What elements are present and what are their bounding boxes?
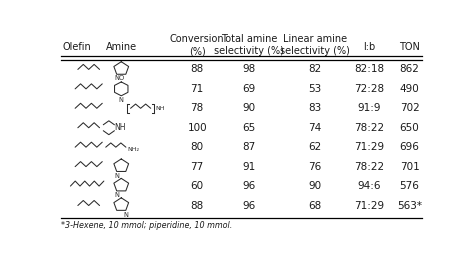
Text: 696: 696 (400, 142, 419, 152)
Text: *3-Hexene, 10 mmol; piperidine, 10 mmol.: *3-Hexene, 10 mmol; piperidine, 10 mmol. (61, 221, 232, 230)
Text: 90: 90 (309, 181, 321, 191)
Text: 94:6: 94:6 (357, 181, 381, 191)
Text: 83: 83 (309, 103, 322, 113)
Text: 78:22: 78:22 (354, 162, 384, 172)
Text: 60: 60 (191, 181, 204, 191)
Text: 862: 862 (400, 64, 419, 74)
Text: 96: 96 (243, 181, 256, 191)
Text: O: O (118, 75, 124, 81)
Text: 82: 82 (309, 64, 322, 74)
Text: 98: 98 (243, 64, 256, 74)
Text: TON: TON (399, 42, 420, 51)
Text: 65: 65 (243, 123, 256, 133)
Text: 91: 91 (243, 162, 256, 172)
Text: 72:28: 72:28 (354, 84, 384, 94)
Text: 80: 80 (191, 142, 204, 152)
Text: 68: 68 (309, 200, 322, 211)
Text: N: N (114, 173, 119, 179)
Text: NH₂: NH₂ (128, 147, 139, 152)
Text: 71: 71 (191, 84, 204, 94)
Text: 77: 77 (191, 162, 204, 172)
Text: 701: 701 (400, 162, 419, 172)
Text: Linear amine
selectivity (%): Linear amine selectivity (%) (280, 34, 350, 56)
Text: 87: 87 (243, 142, 256, 152)
Text: 100: 100 (187, 123, 207, 133)
Text: 82:18: 82:18 (354, 64, 384, 74)
Text: Amine: Amine (106, 42, 137, 51)
Text: 53: 53 (309, 84, 322, 94)
Text: 69: 69 (243, 84, 256, 94)
Text: 71:29: 71:29 (354, 200, 384, 211)
Text: 650: 650 (400, 123, 419, 133)
Text: 702: 702 (400, 103, 419, 113)
Text: 96: 96 (243, 200, 256, 211)
Text: N: N (119, 97, 124, 103)
Text: 62: 62 (309, 142, 322, 152)
Text: 88: 88 (191, 64, 204, 74)
Text: NH: NH (114, 123, 126, 132)
Text: 90: 90 (243, 103, 255, 113)
Text: 490: 490 (400, 84, 419, 94)
Text: 563*: 563* (397, 200, 422, 211)
Text: Olefin: Olefin (63, 42, 91, 51)
Text: 71:29: 71:29 (354, 142, 384, 152)
Text: 78:22: 78:22 (354, 123, 384, 133)
Text: N: N (114, 192, 119, 198)
Text: Conversion
(%): Conversion (%) (170, 34, 225, 56)
Text: 91:9: 91:9 (357, 103, 381, 113)
Text: N: N (123, 211, 128, 218)
Text: 74: 74 (309, 123, 322, 133)
Text: N: N (114, 75, 119, 81)
Text: NH: NH (155, 106, 165, 111)
Text: l:b: l:b (363, 42, 375, 51)
Text: 78: 78 (191, 103, 204, 113)
Text: Total amine
selectivity (%): Total amine selectivity (%) (214, 34, 284, 56)
Text: 576: 576 (400, 181, 419, 191)
Text: 88: 88 (191, 200, 204, 211)
Text: 76: 76 (309, 162, 322, 172)
